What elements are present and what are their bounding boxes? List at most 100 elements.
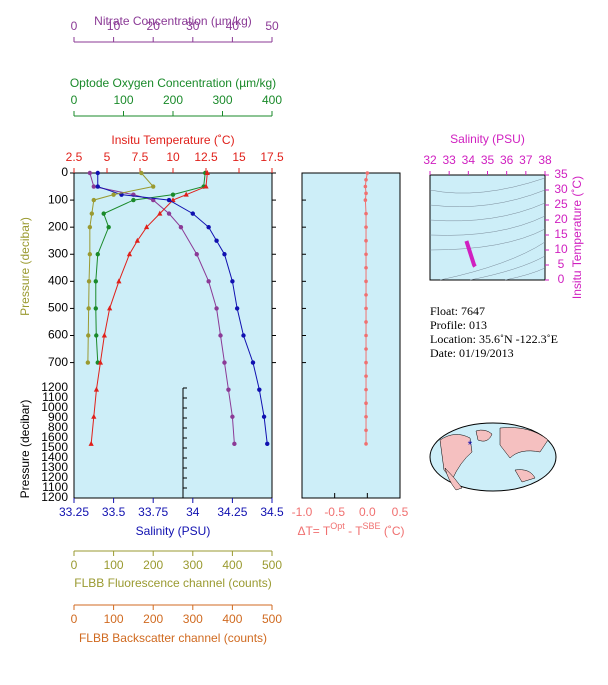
x-axis-title: Salinity (PSU) [450, 132, 525, 146]
profile-point [218, 333, 223, 338]
delta-point [364, 401, 368, 406]
y-tick-label: 35 [554, 167, 568, 181]
profile-point [87, 224, 93, 230]
profile-point [131, 197, 136, 203]
y-tick-label: 600 [48, 328, 68, 342]
delta-point [364, 225, 368, 229]
x-axis-title-part: ΔT= T [297, 524, 330, 538]
y-tick-label: 0 [558, 272, 565, 286]
profile-point [257, 387, 262, 392]
y-tick-label: 1200 [41, 380, 68, 394]
profile-point [88, 440, 94, 446]
profile-point [101, 332, 107, 338]
x-tick-label: 2.5 [66, 150, 83, 164]
profile-point [230, 279, 235, 284]
delta-point [364, 320, 368, 324]
y-axis-title: Pressure (decibar) [18, 400, 32, 499]
x-tick-label: 7.5 [132, 150, 149, 164]
float-info: Profile: 013 [430, 318, 487, 332]
x-tick-label: 400 [262, 93, 282, 107]
y-tick-label: 1200 [41, 470, 68, 484]
x-tick-label: 300 [183, 558, 203, 572]
x-tick-label: 35 [481, 153, 495, 167]
x-tick-label: 33.25 [59, 505, 89, 519]
profile-point [230, 414, 235, 419]
delta-point [364, 191, 368, 196]
x-tick-label: 100 [113, 93, 133, 107]
y-tick-label: 200 [48, 219, 68, 233]
y-tick-label: 1000 [41, 400, 68, 414]
x-tick-label: 17.5 [260, 150, 284, 164]
profile-point [250, 360, 256, 365]
profile-point [116, 278, 122, 284]
profile-point [206, 224, 211, 230]
y-tick-label: 1500 [41, 440, 68, 454]
x-tick-label: 33.5 [102, 505, 126, 519]
profile-point [226, 387, 231, 392]
profile-point [144, 224, 150, 230]
x-tick-label: 34 [462, 153, 476, 167]
y-tick-label: 1200 [41, 490, 68, 504]
x-tick-label: 200 [143, 612, 163, 626]
profile-point [203, 183, 209, 189]
x-axis-title: FLBB Backscatter channel (counts) [79, 631, 267, 645]
x-tick-label: 37 [519, 153, 533, 167]
x-tick-label: 34.5 [260, 505, 284, 519]
profile-point [222, 252, 227, 257]
delta-point [364, 333, 368, 338]
x-tick-label: 300 [183, 612, 203, 626]
profile-point [139, 170, 144, 176]
profile-point [86, 333, 91, 338]
profile-point [87, 252, 93, 257]
y-tick-label: 300 [48, 246, 68, 260]
profile-point [111, 192, 116, 197]
x-axis-title-part: SBE [363, 521, 381, 531]
profile-point [106, 224, 111, 230]
y-tick-label: 5 [558, 257, 565, 271]
x-tick-label: 5 [104, 150, 111, 164]
x-axis-title: Nitrate Concentration (µm/kg) [94, 14, 252, 28]
profile-point [170, 192, 176, 197]
world-map: * [429, 422, 557, 492]
profile-point [178, 224, 184, 230]
x-tick-label: 400 [222, 558, 242, 572]
profile-point [91, 413, 97, 419]
x-tick-label: 100 [104, 558, 124, 572]
profile-point [93, 386, 100, 392]
x-axis-title: Optode Oxygen Concentration (µm/kg) [70, 76, 276, 90]
x-axis-title-part: - T [345, 524, 363, 538]
profile-point [204, 170, 210, 175]
y-tick-label: 10 [554, 242, 568, 256]
x-tick-label: 33.75 [138, 505, 168, 519]
profile-point [93, 279, 98, 284]
profile-point [95, 170, 100, 176]
profile-point [214, 306, 219, 311]
y-tick-label: 1600 [41, 430, 68, 444]
x-tick-label: 50 [265, 19, 279, 33]
x-tick-label: 0 [71, 93, 78, 107]
profile-point [265, 441, 270, 447]
x-tick-label: 33 [442, 153, 456, 167]
y-tick-label: 20 [554, 212, 568, 226]
x-tick-label: 0 [71, 612, 78, 626]
profile-point [107, 305, 113, 311]
profile-point [134, 237, 140, 243]
profile-point [183, 191, 189, 197]
profile-point [97, 359, 103, 365]
profile-point [241, 333, 246, 338]
y-tick-label: 100 [48, 192, 68, 206]
y-tick-label: 800 [48, 420, 68, 434]
delta-panel [301, 172, 401, 499]
svg-text:*: * [468, 438, 473, 452]
y-tick-label: 30 [554, 182, 568, 196]
delta-point [364, 293, 368, 297]
x-axis-title: ΔT= TOpt - TSBE (˚C) [297, 521, 404, 538]
x-tick-label: -1.0 [292, 505, 313, 519]
y-tick-label: 15 [554, 227, 568, 241]
x-axis-title: FLBB Fluorescence channel (counts) [74, 576, 271, 590]
float-info: Date: 01/19/2013 [430, 346, 514, 360]
y-tick-label: 500 [48, 301, 68, 315]
y-tick-label: 1100 [42, 480, 68, 494]
x-tick-label: 34 [186, 505, 200, 519]
